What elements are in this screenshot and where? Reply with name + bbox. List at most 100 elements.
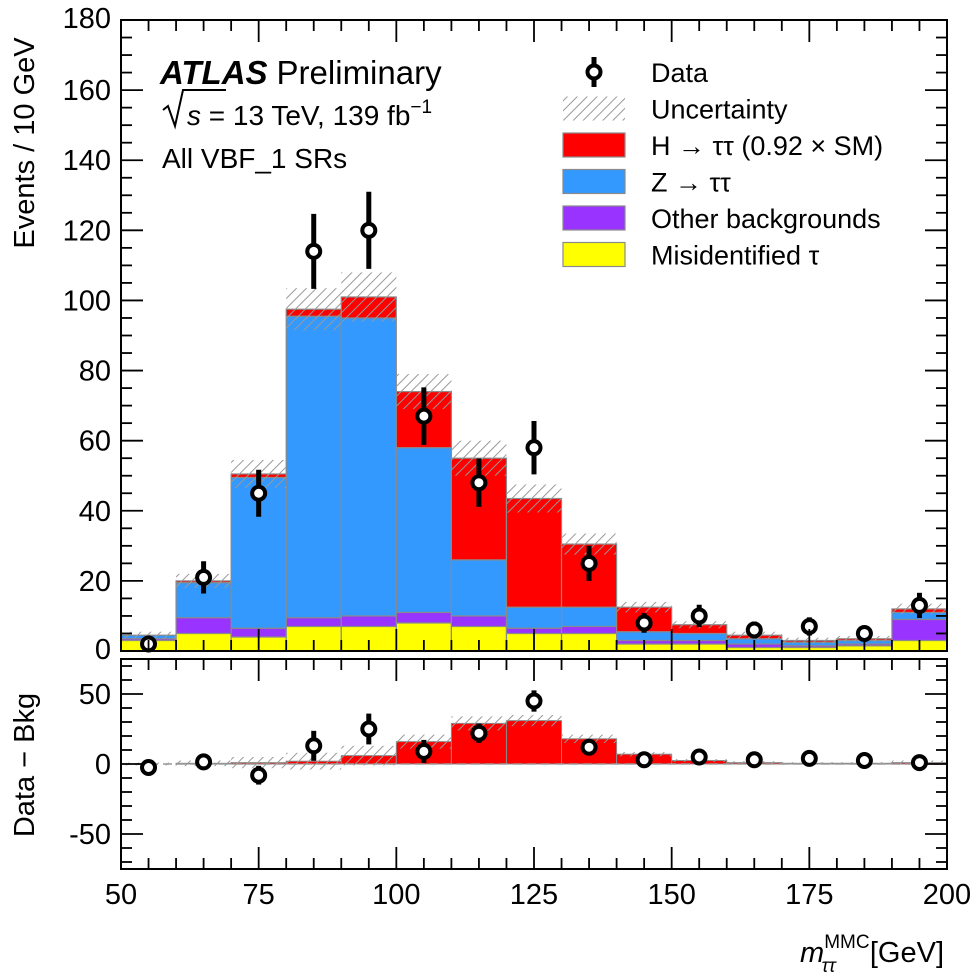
y-tick-label-40: 40 xyxy=(79,496,111,528)
bar-z-6 xyxy=(450,559,508,617)
ratio-uncertainty-bin-3 xyxy=(286,752,342,770)
bar-other-4 xyxy=(340,615,397,628)
ratio-data-point-1 xyxy=(195,753,213,771)
ratio-uncertainty-bin-7 xyxy=(506,715,562,727)
ratio-y-tick-label-0: 0 xyxy=(95,749,111,781)
sqrt-sign xyxy=(162,89,226,130)
data-point-7 xyxy=(525,439,543,457)
energy-lumi-text: = 13 TeV, 139 fb xyxy=(201,100,410,131)
y-tick-label-0: 0 xyxy=(95,634,111,666)
legend-swatch-other-backgrounds xyxy=(562,205,626,231)
ratio-data-point-7 xyxy=(525,692,543,710)
ratio-data-points xyxy=(140,690,928,785)
uncertainty-bin-3 xyxy=(286,288,342,331)
ratio-data-point-11 xyxy=(745,751,763,769)
legend-swatch-z xyxy=(562,168,626,195)
bar-other-6 xyxy=(450,615,508,628)
bar-z-9 xyxy=(615,631,673,642)
x-axis-title-symbol: m xyxy=(800,937,824,969)
data-point-5 xyxy=(415,407,433,425)
x-axis-title-sup: MMC xyxy=(824,932,869,953)
axis-ticks xyxy=(120,19,948,869)
legend-label-z: Z → ττ xyxy=(651,168,731,198)
x-tick-label-150: 150 xyxy=(647,879,695,911)
ratio-data-point-13 xyxy=(855,752,873,769)
y-tick-label-20: 20 xyxy=(79,566,111,598)
ratio-data-point-5 xyxy=(415,742,433,760)
x-axis-title-unit: [GeV] xyxy=(862,937,944,969)
bar-other-8 xyxy=(560,625,618,635)
data-point-1 xyxy=(195,568,213,586)
data-point-9 xyxy=(635,614,653,632)
ratio-data-point-0 xyxy=(140,759,158,776)
bar-other-14 xyxy=(891,618,947,642)
legend-swatch-h-0-92-sm xyxy=(562,132,626,158)
uncertainty-bin-9 xyxy=(616,601,672,613)
x-tick-label-50: 50 xyxy=(105,879,137,911)
plot-header: ATLAS Preliminary s = 13 TeV, 139 fb−1 Al… xyxy=(159,54,442,174)
ratio-uncertainty-bin-6 xyxy=(451,716,507,731)
y-tick-label-160: 160 xyxy=(63,75,111,107)
legend-label-h-0-92-sm: H → ττ (0.92 × SM) xyxy=(651,131,883,161)
ratio-data-point-8 xyxy=(580,738,598,756)
data-point-6 xyxy=(470,474,488,492)
legend-label-uncertainty: Uncertainty xyxy=(651,95,788,125)
atlas-label: ATLAS xyxy=(159,54,268,91)
ratio-data-point-14 xyxy=(910,754,928,772)
ratio-bar-7 xyxy=(505,720,563,765)
uncertainty-bin-7 xyxy=(506,484,562,513)
legend-data-marker xyxy=(585,63,603,81)
x-axis-title-sub: ττ xyxy=(822,956,838,973)
x-tick-label-75: 75 xyxy=(243,879,275,911)
x-tick-label-175: 175 xyxy=(785,879,833,911)
data-point-10 xyxy=(690,607,708,625)
ratio-uncertainty-bin-4 xyxy=(341,745,397,766)
data-point-8 xyxy=(580,554,598,572)
y-tick-label-120: 120 xyxy=(63,215,111,247)
experiment-label: ATLAS Preliminary xyxy=(159,54,442,91)
bar-z-8 xyxy=(560,606,618,628)
data-point-11 xyxy=(745,621,763,639)
energy-symbol: s xyxy=(187,100,201,131)
bar-z-3 xyxy=(285,315,342,619)
y-tick-label-180: 180 xyxy=(63,3,111,35)
bar-other-3 xyxy=(285,617,342,628)
ratio-y-axis-title: Data − Bkg xyxy=(9,693,41,837)
x-tick-label-100: 100 xyxy=(372,879,420,911)
legend: Data Uncertainty H → ττ (0.92 × SM) Z → ττ O… xyxy=(562,57,883,271)
ratio-data-point-9 xyxy=(635,751,653,769)
lumi-exponent: −1 xyxy=(410,97,432,118)
data-point-4 xyxy=(360,221,378,239)
bar-z-7 xyxy=(505,606,563,629)
status-label: Preliminary xyxy=(277,54,443,91)
y-tick-label-140: 140 xyxy=(63,145,111,177)
ratio-data-point-3 xyxy=(305,737,323,755)
bar-z-5 xyxy=(395,447,453,614)
ratio-data-point-6 xyxy=(470,724,488,742)
bar-other-5 xyxy=(395,611,453,624)
legend-label-other-backgrounds: Other backgrounds xyxy=(651,204,881,234)
region-label: All VBF_1 SRs xyxy=(162,143,347,174)
bar-z-10 xyxy=(671,632,728,642)
bar-h-7 xyxy=(505,497,563,608)
data-point-14 xyxy=(910,596,928,614)
y-tick-label-100: 100 xyxy=(63,285,111,317)
x-tick-label-200: 200 xyxy=(923,879,971,911)
data-point-13 xyxy=(855,624,873,642)
y-axis-title: Events / 10 GeV xyxy=(9,37,41,249)
legend-label-misidentified: Misidentified τ xyxy=(651,241,820,271)
uncertainty-bin-0 xyxy=(121,631,177,639)
y-tick-label-80: 80 xyxy=(79,356,111,388)
uncertainty-bin-8 xyxy=(561,533,617,555)
data-point-2 xyxy=(250,484,268,502)
uncertainty-bin-4 xyxy=(341,272,397,322)
legend-uncertainty-swatch xyxy=(563,96,625,121)
ratio-data-point-2 xyxy=(250,766,268,784)
axis-tick-labels: 50 75 100 125 150 175 200 0 20 40 60 80 100 120 140 160… xyxy=(63,3,972,911)
y-tick-label-60: 60 xyxy=(79,426,111,458)
bar-z-4 xyxy=(340,317,397,617)
x-tick-label-125: 125 xyxy=(510,879,558,911)
legend-label-data: Data xyxy=(651,58,709,88)
data-point-3 xyxy=(305,242,323,260)
